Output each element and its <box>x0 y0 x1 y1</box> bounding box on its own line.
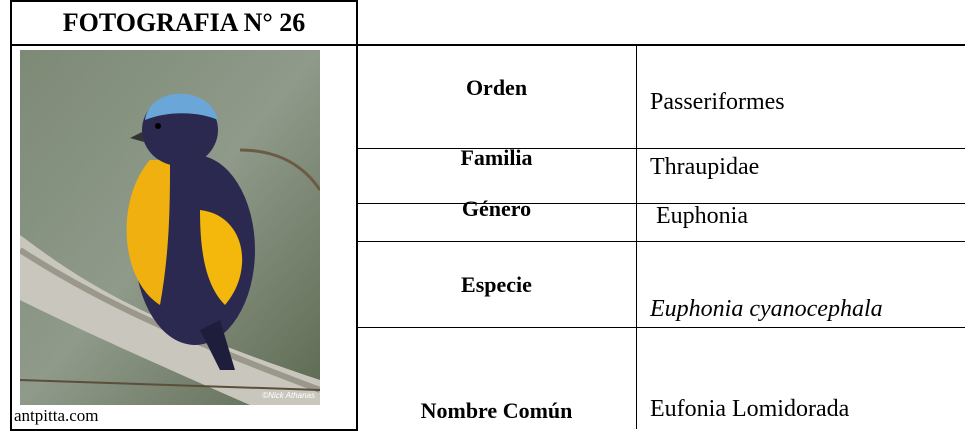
row-label: Familia <box>460 145 533 170</box>
row-divider <box>356 148 965 149</box>
row-label: Orden <box>465 75 528 100</box>
row-label: Género <box>461 196 532 221</box>
row-value: Euphonia <box>656 203 748 229</box>
header-divider <box>10 44 965 46</box>
row-value: Euphonia cyanocephala <box>650 296 883 322</box>
row-label: Especie <box>461 272 532 297</box>
row-value: Passeriformes <box>650 89 785 115</box>
row-value: Eufonia Lomidorada <box>650 396 850 422</box>
bird-photo: ©Nick Athanas <box>20 50 320 405</box>
row-divider <box>356 203 965 204</box>
photo-credit: antpitta.com <box>14 406 99 425</box>
row-value: Thraupidae <box>650 154 760 180</box>
photo-watermark: ©Nick Athanas <box>262 391 315 400</box>
row-divider <box>356 327 965 328</box>
row-label: Nombre Común <box>420 398 573 423</box>
column-divider <box>636 44 637 429</box>
row-divider <box>356 241 965 242</box>
header-title: FOTOGRAFIA N° 26 <box>62 8 306 37</box>
